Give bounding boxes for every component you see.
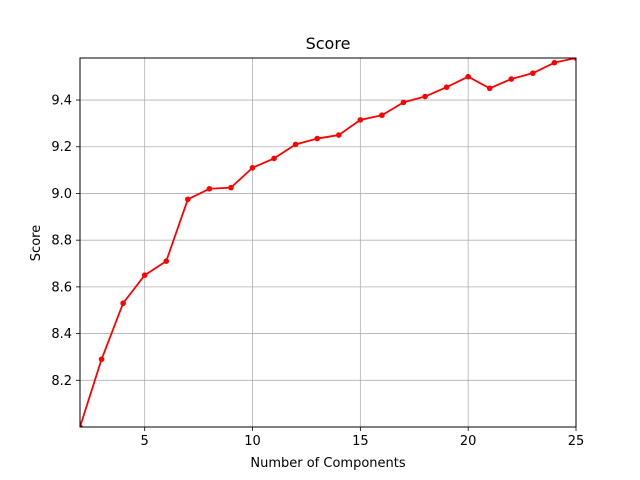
- y-axis-label: Score: [29, 225, 44, 261]
- chart-title: Score: [306, 34, 351, 53]
- data-point: [508, 76, 515, 82]
- data-point: [465, 73, 471, 80]
- data-point: [551, 59, 558, 66]
- x-axis-label: Number of Components: [250, 456, 405, 471]
- data-point: [98, 356, 105, 363]
- x-tick-label: 25: [568, 434, 585, 449]
- data-point: [249, 164, 256, 171]
- axis-ticks: 5 10 15 20 25 8.2 8.4 8.6 8.8 9.0 9.2 9.4: [51, 94, 584, 449]
- data-point: [443, 84, 450, 90]
- series-line-layer: [80, 58, 576, 427]
- x-tick-label: 20: [460, 434, 477, 449]
- x-tick-label: 10: [244, 434, 261, 449]
- data-point: [80, 424, 83, 427]
- data-point: [314, 135, 321, 142]
- data-point: [486, 85, 493, 92]
- y-tick-label: 8.6: [51, 280, 72, 295]
- y-tick-label: 9.2: [51, 140, 72, 155]
- data-point: [573, 58, 576, 61]
- y-tick-label: 9.0: [51, 187, 72, 202]
- data-point: [379, 112, 385, 119]
- data-point: [400, 99, 407, 106]
- series-line: [80, 58, 576, 427]
- data-point: [185, 196, 191, 203]
- data-point: [120, 300, 126, 307]
- x-tick-label: 5: [141, 434, 149, 449]
- y-tick-label: 9.4: [51, 94, 72, 109]
- y-tick-label: 8.4: [51, 327, 72, 342]
- data-point: [206, 185, 213, 192]
- series-marker-layer: [80, 58, 576, 427]
- data-point: [357, 117, 364, 123]
- data-point: [141, 272, 148, 278]
- x-tick-label: 15: [352, 434, 369, 449]
- plot-frame: [79, 57, 577, 428]
- data-point: [530, 70, 536, 76]
- y-tick-label: 8.2: [51, 374, 72, 389]
- data-point: [422, 93, 428, 100]
- data-point: [228, 184, 234, 191]
- data-point: [292, 141, 299, 148]
- data-point: [163, 258, 170, 264]
- y-tick-label: 8.8: [51, 234, 72, 249]
- data-point: [271, 155, 277, 162]
- data-point: [335, 132, 342, 138]
